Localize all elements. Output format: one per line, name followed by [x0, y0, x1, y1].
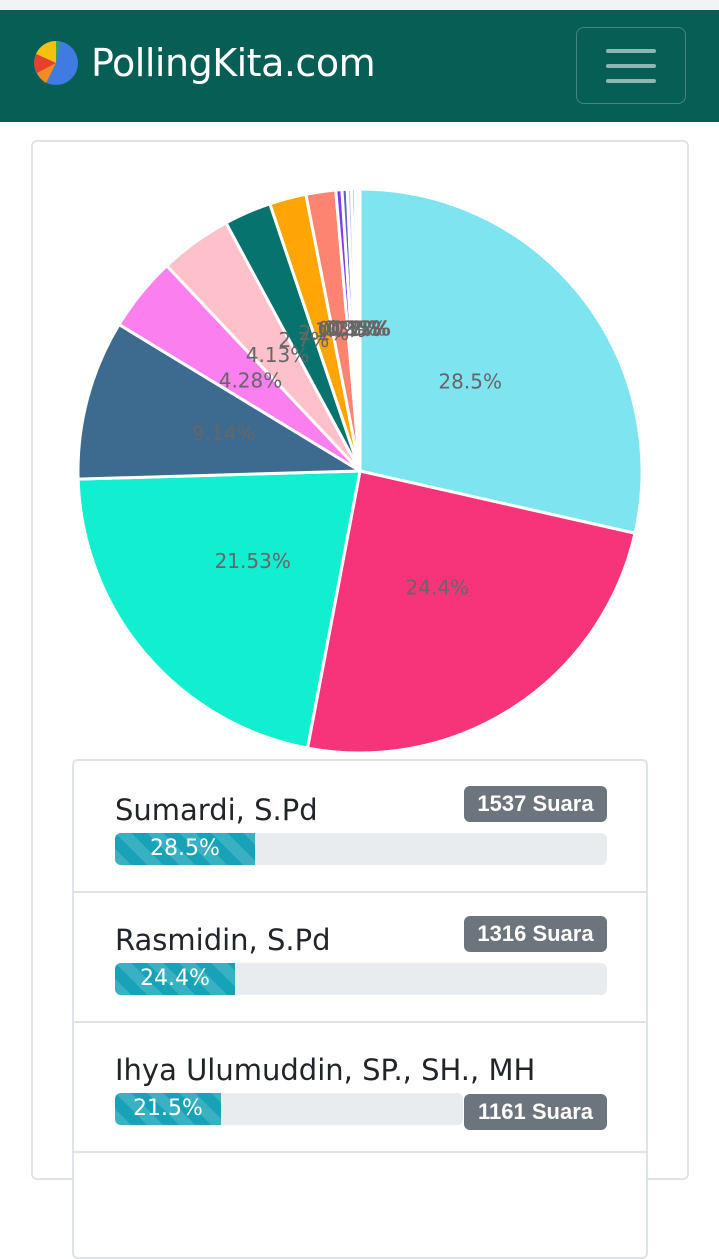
vote-count-badge: 1316 Suara	[464, 916, 607, 952]
candidate-name: Sumardi, S.Pd	[115, 793, 318, 827]
vote-count-badge: 1161 Suara	[464, 1094, 607, 1130]
pie-slice-label: 0.2%	[331, 317, 382, 341]
pie-slice-label: 2.1%	[298, 321, 349, 345]
pie-slice[interactable]	[356, 187, 362, 472]
pie-slice-label: 4.28%	[219, 369, 283, 393]
menu-toggle-button[interactable]	[576, 27, 686, 104]
pie-slice[interactable]	[76, 469, 362, 750]
progress-fill: 21.5%	[115, 1093, 221, 1125]
pie-chart-logo-icon	[34, 41, 78, 85]
brand-link[interactable]: PollingKita.com	[33, 40, 376, 86]
navbar: PollingKita.com	[0, 10, 719, 122]
candidate-name: Ihya Ulumuddin, SP., SH., MH	[115, 1053, 536, 1087]
progress-fill: 24.4%	[115, 963, 235, 995]
candidate-name: Rasmidin, S.Pd	[115, 923, 331, 957]
pie-slice-label: 0.3%	[327, 317, 378, 341]
pie-slice-label: 1.7%	[315, 318, 366, 342]
brand-name: PollingKita.com	[91, 41, 376, 85]
pie-slice-label: 0.15%	[327, 317, 391, 341]
hamburger-line	[606, 64, 656, 68]
list-item: Sumardi, S.Pd 1537 Suara 28.5%	[74, 761, 646, 893]
pie-slice-label: 0.25%	[323, 317, 387, 341]
vote-pie-chart: 28.5% 24.4% 21.53% 9.14% 4.28%4.13%2.7%2.1%1…	[76, 187, 644, 755]
pie-slice-label: 4.13%	[246, 343, 310, 367]
pie-slice-label: 28.5%	[438, 370, 502, 394]
list-item: Ihya Ulumuddin, SP., SH., MH 1161 Suara …	[74, 1021, 646, 1153]
status-bar	[0, 0, 719, 10]
progress-bar: 21.5%	[115, 1093, 463, 1125]
hamburger-menu-icon	[606, 49, 656, 53]
progress-bar: 24.4%	[115, 963, 607, 995]
list-item: Rasmidin, S.Pd 1316 Suara 24.4%	[74, 891, 646, 1023]
hamburger-line	[606, 79, 656, 83]
progress-fill: 28.5%	[115, 833, 255, 865]
progress-bar: 28.5%	[115, 833, 607, 865]
vote-count-badge: 1537 Suara	[464, 786, 607, 822]
pie-slice-label: 9.14%	[192, 421, 256, 445]
pie-slice-label: 2.7%	[278, 328, 329, 352]
pie-slice-label: 0.35%	[318, 317, 382, 341]
pie-slice[interactable]	[76, 322, 366, 481]
results-list: Sumardi, S.Pd 1537 Suara 28.5% Rasmidin,…	[72, 759, 648, 1259]
pie-slice-label: 24.4%	[406, 575, 470, 599]
pie-slice[interactable]	[305, 469, 637, 755]
pie-slice[interactable]	[358, 187, 644, 536]
pie-slice-label: 0.12%	[328, 317, 392, 341]
pie-slice-label: 21.53%	[215, 549, 291, 573]
